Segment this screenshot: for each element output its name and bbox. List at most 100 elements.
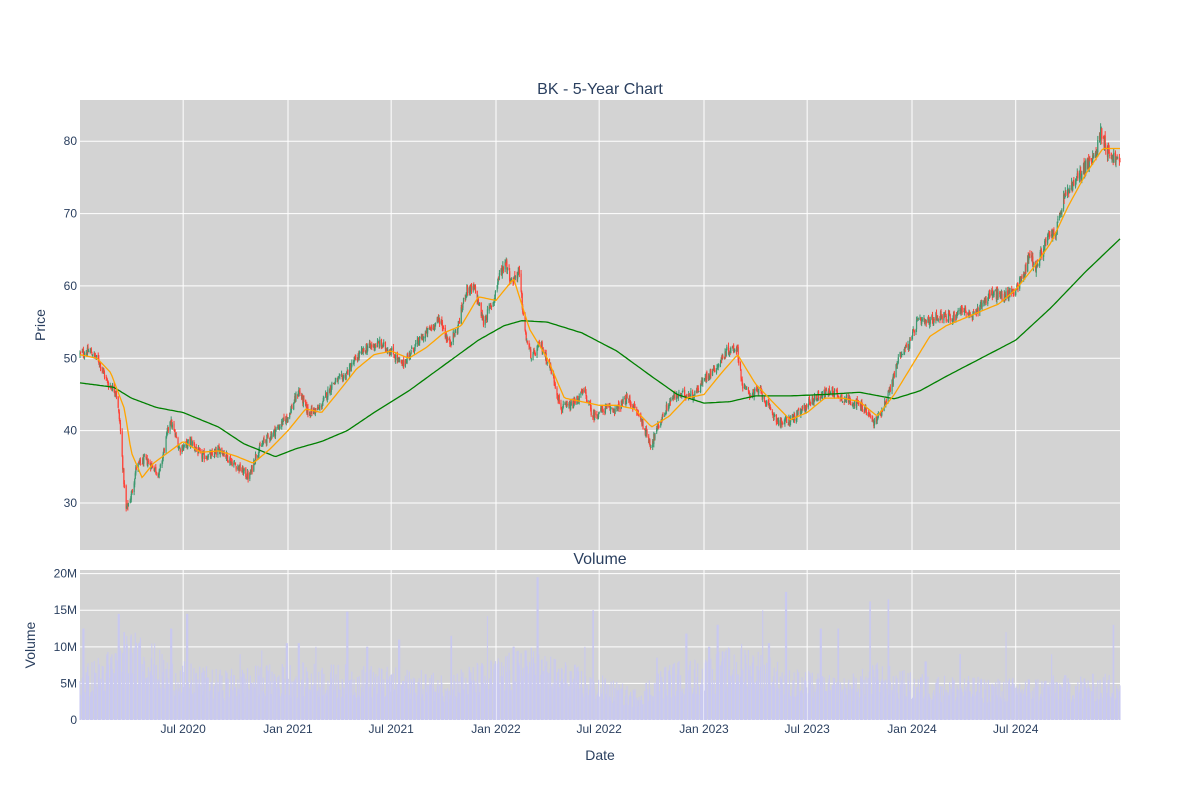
candle-body: [358, 353, 360, 358]
candle-body: [897, 362, 899, 364]
volume-bar: [625, 703, 628, 720]
volume-bar: [1023, 693, 1025, 720]
volume-bar: [641, 705, 644, 720]
volume-bar: [166, 684, 168, 720]
candle-body: [760, 390, 763, 393]
candle-body: [261, 445, 263, 447]
candle-body: [413, 349, 416, 352]
volume-bar: [881, 678, 883, 720]
volume-bar: [117, 613, 119, 720]
volume-bar: [549, 688, 551, 720]
volume-bar: [273, 674, 275, 720]
volume-bar: [293, 681, 295, 720]
candle-body: [949, 314, 951, 321]
volume-bar: [1080, 676, 1082, 720]
volume-bar: [808, 683, 810, 720]
volume-bar: [466, 683, 468, 720]
volume-bar: [99, 685, 101, 720]
volume-bar: [456, 673, 458, 720]
candle-body: [1113, 152, 1115, 163]
volume-bar: [570, 675, 572, 720]
volume-bar: [758, 670, 760, 720]
candle-body: [722, 355, 724, 359]
candle-body: [568, 403, 570, 406]
volume-bar: [741, 643, 743, 720]
candle-body: [477, 298, 479, 305]
volume-bar: [1067, 691, 1069, 720]
volume-bar: [385, 695, 387, 720]
volume-bar: [658, 691, 660, 720]
volume-bar: [282, 682, 284, 720]
volume-bar: [290, 697, 292, 720]
candle-body: [174, 432, 176, 436]
volume-bar: [593, 681, 595, 720]
volume-bar: [618, 684, 620, 720]
volume-bar: [880, 685, 882, 720]
volume-bar: [825, 690, 828, 720]
volume-bar: [956, 685, 958, 720]
candle-body: [309, 412, 311, 416]
volume-bar: [345, 693, 347, 720]
candle-body: [473, 287, 475, 289]
candle-body: [816, 398, 818, 400]
volume-bar: [277, 677, 279, 720]
volume-bar: [441, 692, 443, 720]
volume-bar: [873, 669, 875, 720]
candle-body: [407, 355, 409, 358]
candle-body: [163, 448, 165, 452]
volume-bar: [409, 699, 412, 720]
candle-body: [981, 302, 983, 308]
candle-body: [101, 367, 103, 371]
candle-body: [514, 276, 516, 278]
candle-body: [1016, 285, 1018, 288]
volume-bar: [804, 689, 806, 720]
volume-bar: [701, 668, 703, 720]
candle-body: [271, 434, 273, 438]
candle-body: [593, 411, 596, 421]
volume-bar: [150, 658, 152, 720]
volume-bar: [801, 677, 803, 720]
candle-body: [844, 399, 846, 403]
volume-bar: [1063, 678, 1065, 720]
volume-bar: [454, 696, 457, 720]
volume-bar: [594, 699, 596, 720]
volume-bar: [592, 610, 594, 720]
volume-bar: [142, 679, 144, 720]
volume-bar: [840, 684, 842, 720]
volume-bar: [1031, 699, 1033, 720]
candle-body: [246, 478, 248, 480]
volume-bar: [227, 692, 229, 720]
volume-bar: [1061, 686, 1063, 720]
candle-body: [103, 372, 106, 378]
candle-body: [560, 402, 562, 409]
candle-body: [397, 358, 399, 362]
candle-body: [391, 348, 393, 351]
volume-bar: [469, 678, 471, 720]
volume-bar: [386, 671, 388, 720]
candle-body: [1007, 290, 1009, 297]
candle-body: [171, 424, 173, 428]
volume-bar: [698, 694, 700, 720]
volume-bar: [648, 700, 650, 720]
volume-bar: [429, 686, 432, 720]
volume-bar: [297, 643, 299, 720]
volume-bar: [1110, 697, 1113, 720]
candle-body: [1074, 180, 1077, 187]
volume-bar: [880, 681, 882, 720]
candle-body: [509, 280, 511, 283]
volume-bar: [289, 695, 291, 720]
candle-body: [960, 305, 962, 313]
candle-body: [739, 363, 742, 369]
volume-bar: [692, 693, 694, 720]
candle-body: [87, 351, 90, 353]
candle-body: [706, 371, 708, 379]
candle-body: [662, 414, 664, 417]
candle-body: [179, 447, 181, 449]
candle-body: [602, 409, 604, 412]
volume-bar: [178, 691, 180, 720]
candle-body: [677, 396, 679, 399]
candle-body: [162, 456, 164, 462]
volume-bar: [1004, 702, 1006, 720]
volume-bar: [929, 696, 931, 720]
volume-bar: [183, 661, 185, 720]
